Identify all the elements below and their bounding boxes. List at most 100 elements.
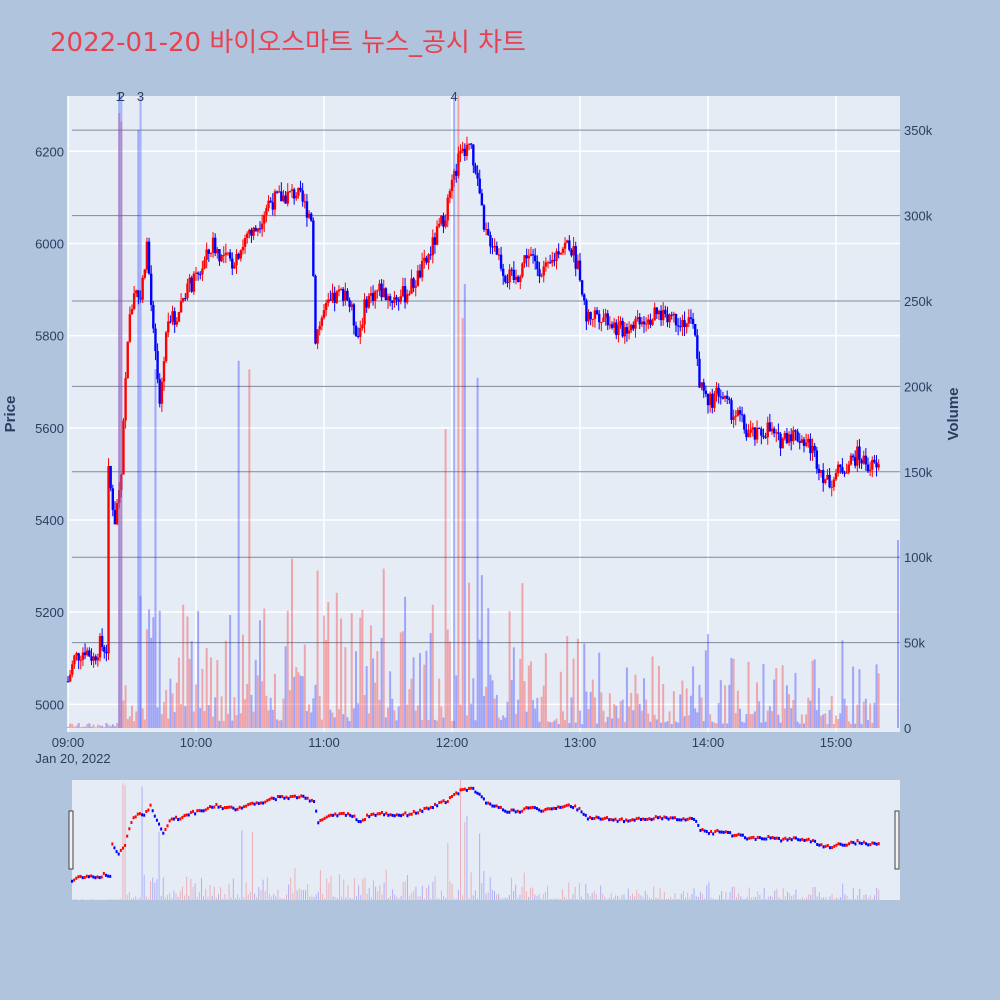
volume-bar bbox=[118, 113, 121, 729]
rangeslider-volume-bar bbox=[394, 894, 396, 900]
rangeslider-volume-bar bbox=[379, 885, 381, 900]
candle bbox=[536, 255, 539, 277]
rangeslider-volume-bar bbox=[477, 898, 479, 900]
candle bbox=[301, 182, 304, 207]
candle bbox=[342, 287, 345, 307]
rangeslider-volume-bar bbox=[485, 893, 487, 900]
candle bbox=[719, 389, 722, 405]
candle-body bbox=[275, 191, 279, 193]
rangeslider-price-mark bbox=[262, 801, 265, 805]
volume-bar bbox=[852, 666, 855, 728]
candle bbox=[320, 315, 324, 331]
candle-body bbox=[192, 273, 196, 292]
candle bbox=[427, 253, 430, 270]
candle-body bbox=[77, 653, 80, 661]
rangeslider-price-mark bbox=[465, 788, 468, 792]
volume-bar bbox=[743, 722, 746, 728]
candle bbox=[425, 255, 428, 265]
rangeslider-price-mark bbox=[92, 875, 95, 879]
volume-bar bbox=[841, 640, 844, 728]
volume-bar bbox=[195, 684, 197, 728]
candle bbox=[474, 162, 477, 175]
candle-body bbox=[395, 297, 398, 300]
candle-body bbox=[610, 324, 614, 328]
rangeslider-price-mark bbox=[451, 794, 454, 798]
rangeslider-price-mark bbox=[521, 809, 524, 813]
candle-body bbox=[668, 314, 671, 323]
rangeslider-volume-bar bbox=[358, 885, 360, 900]
candle-body bbox=[822, 470, 825, 484]
candle bbox=[523, 255, 526, 268]
volume-bar bbox=[404, 596, 407, 728]
candle-body bbox=[122, 420, 125, 475]
rangeslider-volume-bar bbox=[322, 893, 324, 900]
candle-body bbox=[126, 341, 129, 379]
candle-body bbox=[218, 249, 221, 262]
volume-bar bbox=[472, 678, 475, 728]
candle-body bbox=[482, 205, 486, 230]
rangeslider-volume-bar bbox=[438, 898, 440, 900]
volume-bar bbox=[442, 717, 445, 728]
rangeslider-volume-bar bbox=[443, 895, 445, 900]
candle-body bbox=[536, 261, 539, 270]
time-tick-label: 11:00 bbox=[308, 735, 340, 750]
rangeslider-volume-bar bbox=[436, 898, 438, 900]
news-marker-label: 4 bbox=[451, 89, 458, 104]
rangeslider-price-mark bbox=[523, 807, 526, 811]
candle-body bbox=[288, 190, 292, 192]
candle bbox=[265, 204, 268, 223]
rangeslider-volume-bar bbox=[447, 843, 449, 900]
rangeslider-price-mark bbox=[497, 805, 500, 809]
volume-bar bbox=[871, 722, 874, 728]
rangeslider-volume-bar bbox=[663, 891, 665, 900]
candle bbox=[743, 413, 746, 434]
rangeslider-right-handle[interactable] bbox=[894, 810, 900, 870]
rangeslider-price-mark bbox=[578, 806, 581, 810]
volume-bar bbox=[113, 726, 116, 728]
candle bbox=[352, 303, 356, 335]
rangeslider-price-mark bbox=[393, 814, 396, 818]
rangeslider-volume-bar bbox=[158, 831, 160, 900]
candle bbox=[843, 470, 846, 478]
rangeslider-volume-bar bbox=[426, 887, 428, 900]
volume-bar bbox=[376, 651, 379, 728]
volume-bar bbox=[670, 724, 673, 728]
candle bbox=[231, 252, 234, 276]
candle-body bbox=[109, 466, 112, 489]
candle-body bbox=[495, 245, 498, 255]
rangeslider-volume-bar bbox=[445, 898, 447, 900]
rangeslider-volume-bar bbox=[502, 898, 504, 900]
volume-bar bbox=[634, 674, 637, 728]
rangeslider-price-mark bbox=[593, 817, 596, 821]
rangeslider-left-handle[interactable] bbox=[68, 810, 74, 870]
candle-body bbox=[743, 415, 746, 430]
rangeslider-volume-bar bbox=[547, 885, 549, 900]
rangeslider-volume-bar bbox=[689, 897, 691, 900]
volume-bar bbox=[672, 691, 675, 728]
volume-bar bbox=[877, 673, 880, 728]
rangeslider-price-mark bbox=[693, 817, 696, 821]
candle-body bbox=[638, 317, 641, 325]
rangeslider-volume-bar bbox=[203, 896, 205, 900]
volume-bar bbox=[756, 682, 759, 728]
rangeslider-price-mark bbox=[366, 813, 369, 817]
rangeslider-volume-bar bbox=[493, 890, 495, 900]
rangeslider-volume-bar bbox=[823, 897, 825, 900]
candle bbox=[228, 249, 232, 262]
volume-bar bbox=[256, 675, 259, 728]
candle bbox=[216, 247, 219, 259]
candle bbox=[416, 265, 420, 287]
candle-body bbox=[327, 299, 330, 303]
candle bbox=[442, 212, 445, 234]
candle bbox=[493, 238, 496, 252]
rangeslider-price-mark bbox=[627, 819, 630, 823]
candle bbox=[374, 289, 377, 309]
rangeslider-volume-bar bbox=[702, 894, 704, 900]
candle bbox=[777, 423, 780, 441]
rangeslider-volume-bar bbox=[721, 890, 723, 900]
volume-bar bbox=[397, 706, 400, 728]
rangeslider-volume-bar bbox=[440, 890, 442, 900]
rangeslider-volume-bar bbox=[719, 895, 721, 900]
candle-body bbox=[730, 400, 733, 420]
